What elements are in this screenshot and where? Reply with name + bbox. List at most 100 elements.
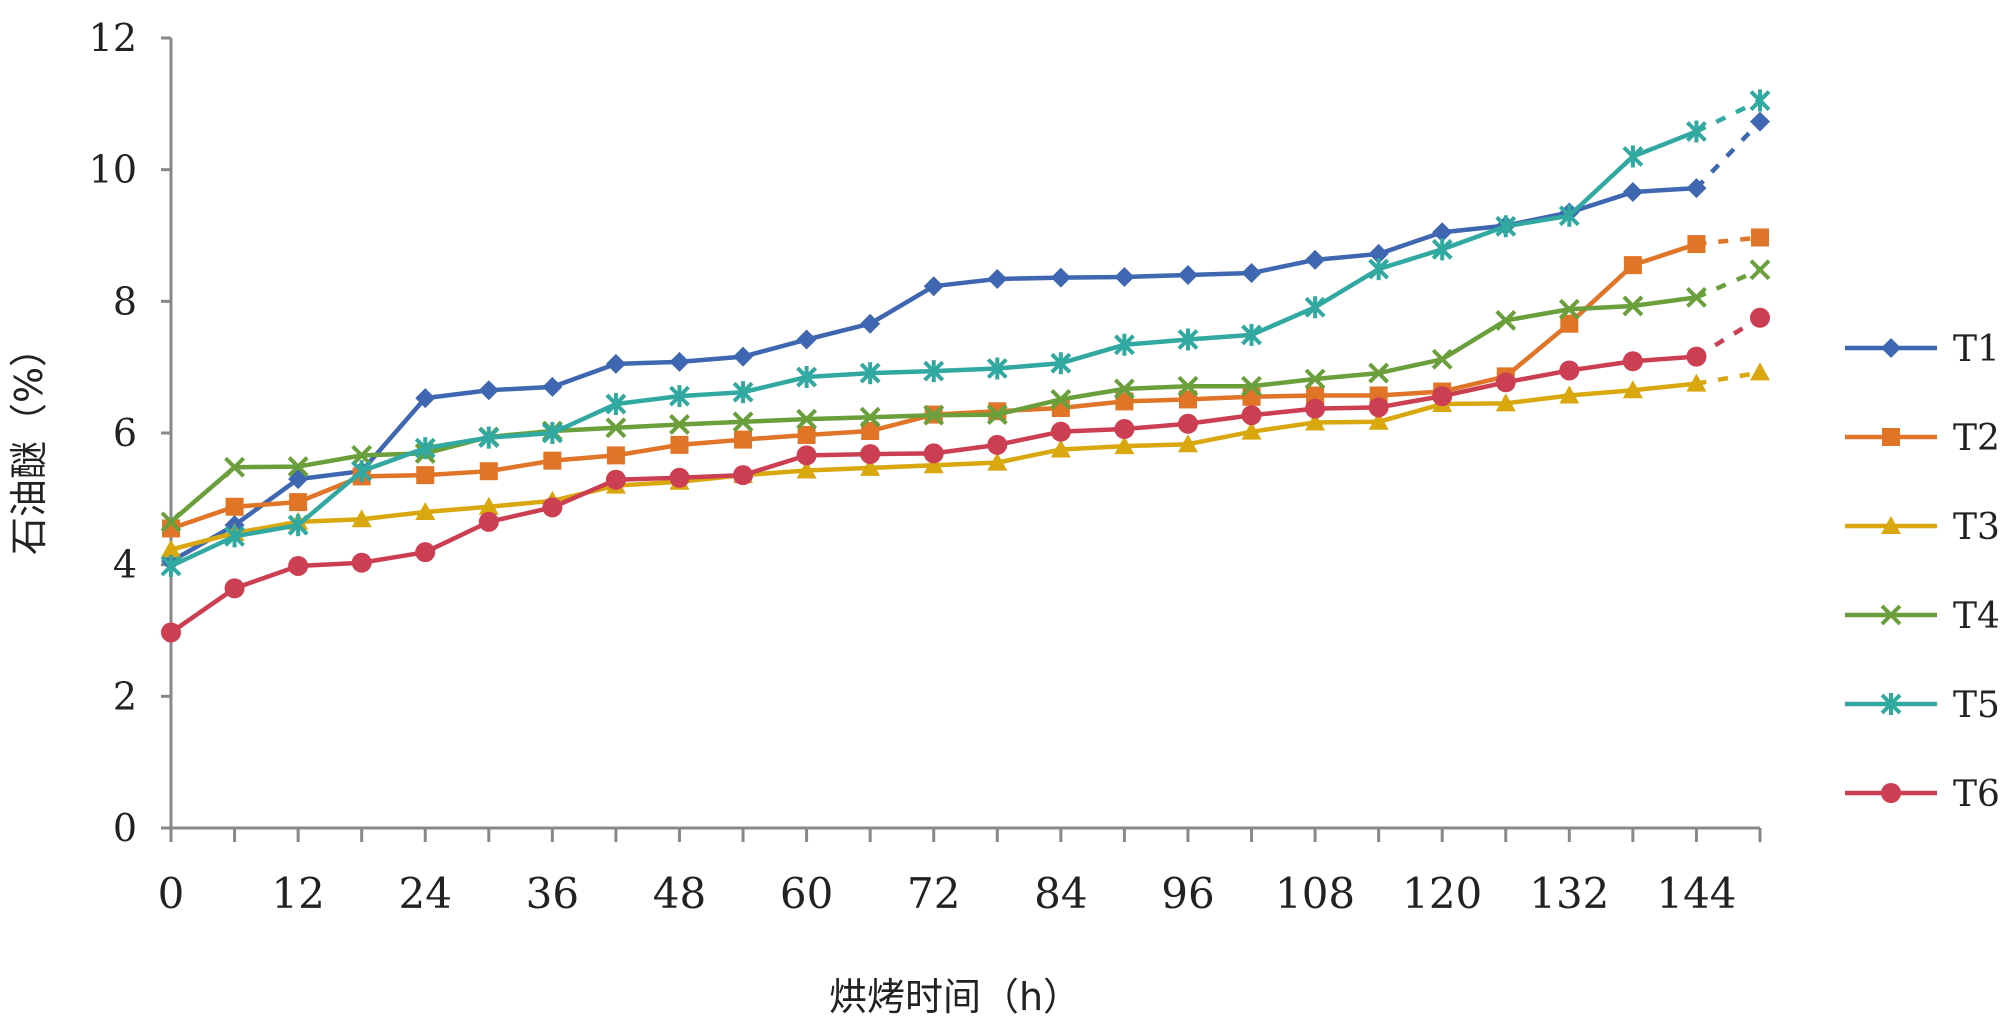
data-point bbox=[224, 456, 245, 478]
data-point bbox=[161, 539, 181, 558]
data-point bbox=[1686, 178, 1707, 199]
data-point bbox=[1241, 323, 1262, 346]
data-point bbox=[733, 465, 754, 486]
data-point bbox=[987, 268, 1008, 289]
chart-legend: T1 T2 T3 T4 T5 T6 bbox=[1845, 329, 2000, 815]
data-point bbox=[859, 362, 881, 385]
data-point bbox=[1495, 393, 1516, 412]
series-dashed-segment bbox=[1694, 120, 1762, 190]
data-point bbox=[1368, 243, 1389, 264]
data-point bbox=[1686, 120, 1707, 143]
data-point bbox=[986, 404, 1008, 425]
data-point bbox=[605, 417, 627, 439]
x-tick-label: 48 bbox=[653, 869, 706, 918]
data-point bbox=[1495, 372, 1516, 393]
y-tick-label: 2 bbox=[113, 674, 137, 718]
data-point bbox=[796, 460, 817, 479]
data-point bbox=[923, 443, 944, 464]
data-point bbox=[733, 346, 754, 367]
data-point bbox=[478, 426, 500, 449]
data-point bbox=[796, 408, 818, 430]
data-point bbox=[224, 525, 245, 548]
data-point bbox=[351, 509, 372, 528]
data-point bbox=[1622, 182, 1643, 203]
series-dashed-segment bbox=[1695, 267, 1761, 300]
x-axis-title: 烘烤时间（h） bbox=[829, 975, 1081, 1019]
data-point bbox=[478, 496, 499, 515]
data-point bbox=[1749, 259, 1771, 281]
data-point bbox=[1241, 375, 1262, 397]
series-T6 bbox=[161, 307, 1770, 643]
data-point bbox=[1241, 405, 1262, 426]
series-dashed-segment bbox=[1696, 370, 1761, 386]
series-T3 bbox=[161, 362, 1770, 558]
data-point bbox=[224, 578, 245, 599]
data-point bbox=[797, 425, 816, 444]
x-tick-label: 144 bbox=[1656, 869, 1736, 918]
series-line bbox=[170, 129, 1698, 569]
data-point bbox=[1050, 439, 1071, 458]
data-point bbox=[1113, 378, 1135, 400]
x-tick-label: 60 bbox=[780, 869, 833, 918]
data-point bbox=[923, 360, 945, 383]
data-point bbox=[541, 422, 563, 444]
legend-item-T2: T2 bbox=[1845, 418, 2000, 459]
data-point bbox=[732, 411, 754, 433]
legend-marker bbox=[1880, 604, 1902, 626]
series-dashed-segment bbox=[1695, 315, 1762, 359]
y-tick-label: 0 bbox=[113, 806, 137, 850]
legend-marker bbox=[1881, 338, 1901, 358]
y-tick-label: 4 bbox=[113, 543, 137, 587]
data-point bbox=[923, 404, 945, 426]
data-point bbox=[1305, 412, 1326, 431]
data-point bbox=[1431, 238, 1453, 261]
data-point bbox=[1431, 348, 1453, 370]
data-point bbox=[1368, 362, 1390, 384]
legend-item-T4: T4 bbox=[1845, 596, 2000, 637]
data-point bbox=[1177, 434, 1198, 453]
data-point bbox=[351, 552, 372, 573]
data-point bbox=[1050, 421, 1071, 442]
data-point bbox=[1241, 421, 1262, 440]
legend-marker bbox=[1880, 693, 1902, 715]
data-point bbox=[1558, 204, 1580, 227]
data-point bbox=[1113, 333, 1135, 356]
data-point bbox=[289, 493, 308, 512]
x-tick-label: 132 bbox=[1529, 869, 1609, 918]
x-tick-label: 84 bbox=[1034, 869, 1087, 918]
data-point bbox=[1622, 351, 1643, 372]
data-point bbox=[1687, 235, 1706, 254]
series-T1 bbox=[161, 111, 1770, 572]
data-point bbox=[1558, 298, 1580, 320]
data-point bbox=[416, 466, 435, 485]
chart-series-layer bbox=[160, 89, 1771, 643]
legend-item-T5: T5 bbox=[1845, 685, 2000, 726]
legend-item-T1: T1 bbox=[1845, 329, 2000, 370]
series-T5 bbox=[160, 89, 1771, 577]
data-point bbox=[415, 542, 436, 563]
data-point bbox=[605, 393, 627, 416]
x-tick-label: 24 bbox=[399, 869, 452, 918]
data-point bbox=[1178, 390, 1197, 409]
data-point bbox=[1560, 314, 1579, 333]
data-point bbox=[669, 467, 690, 488]
data-point bbox=[161, 622, 181, 643]
data-point bbox=[1623, 256, 1642, 275]
legend-label: T5 bbox=[1953, 685, 2000, 726]
data-point bbox=[1304, 296, 1326, 319]
legend-item-T6: T6 bbox=[1845, 774, 2000, 815]
x-tick-label: 12 bbox=[271, 869, 324, 918]
data-point bbox=[1751, 228, 1769, 247]
data-point bbox=[1241, 263, 1262, 284]
data-point bbox=[669, 351, 690, 372]
data-point bbox=[796, 329, 817, 350]
data-point bbox=[732, 381, 754, 404]
data-point bbox=[414, 437, 436, 460]
data-point bbox=[288, 555, 309, 576]
legend-marker bbox=[1882, 428, 1900, 446]
data-point bbox=[923, 455, 944, 474]
data-point bbox=[415, 388, 436, 409]
data-point bbox=[1559, 385, 1580, 404]
data-point bbox=[1050, 389, 1072, 410]
